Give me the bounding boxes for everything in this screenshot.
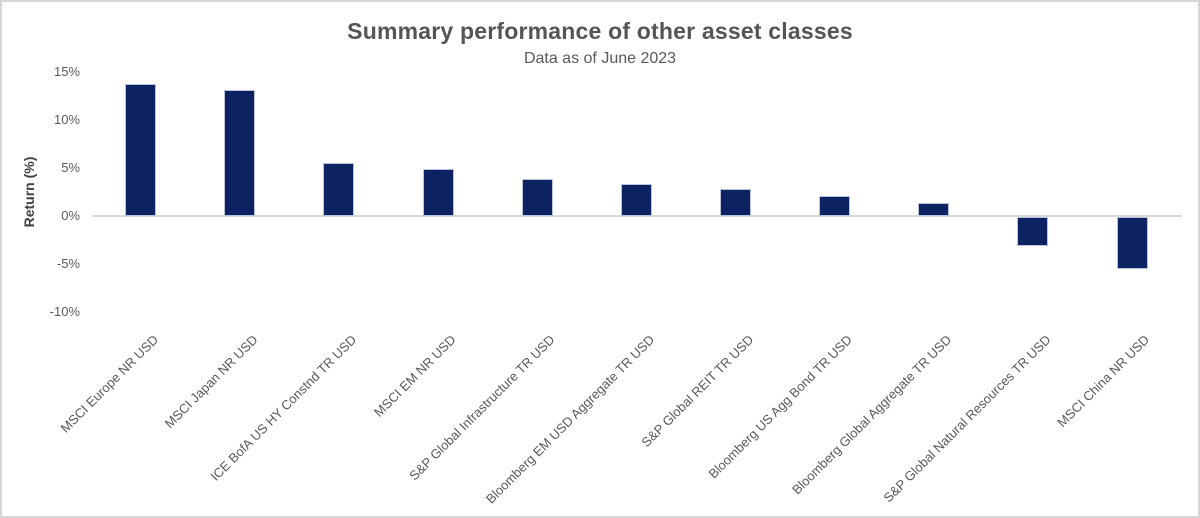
x-axis-label: S&P Global REIT TR USD — [638, 332, 757, 450]
bar — [422, 168, 454, 216]
x-axis-label: MSCI Japan NR USD — [161, 332, 261, 431]
x-axis-label: S&P Global Natural Resources TR USD — [880, 332, 1054, 506]
y-tick-label: -5% — [56, 256, 80, 272]
y-tick-label: 15% — [53, 63, 80, 79]
chart-subtitle: Data as of June 2023 — [523, 50, 677, 67]
bar — [323, 163, 355, 216]
y-tick-label: 5% — [61, 159, 80, 175]
bar — [819, 195, 851, 216]
bar — [521, 178, 553, 216]
bar — [719, 189, 751, 216]
bar — [918, 202, 950, 216]
x-axis-label: MSCI China NR USD — [1054, 332, 1153, 430]
bar — [125, 84, 157, 216]
bar — [1017, 217, 1049, 246]
y-tick-label: 0% — [61, 208, 80, 223]
bar — [620, 184, 652, 216]
chart-title: Summary performance of other asset class… — [347, 18, 853, 44]
x-axis-label: MSCI Europe NR USD — [57, 332, 162, 436]
x-axis-label: Bloomberg EM USD Aggregate TR USD — [482, 332, 657, 507]
bar — [1116, 217, 1148, 269]
zero-axis-line — [92, 215, 1182, 217]
x-axis-label: Bloomberg Global Aggregate TR USD — [789, 332, 955, 498]
x-axis-label: MSCI EM NR USD — [370, 332, 459, 420]
y-tick-label: 10% — [53, 111, 80, 127]
y-tick-label: -10% — [49, 304, 80, 320]
bar — [224, 90, 256, 216]
